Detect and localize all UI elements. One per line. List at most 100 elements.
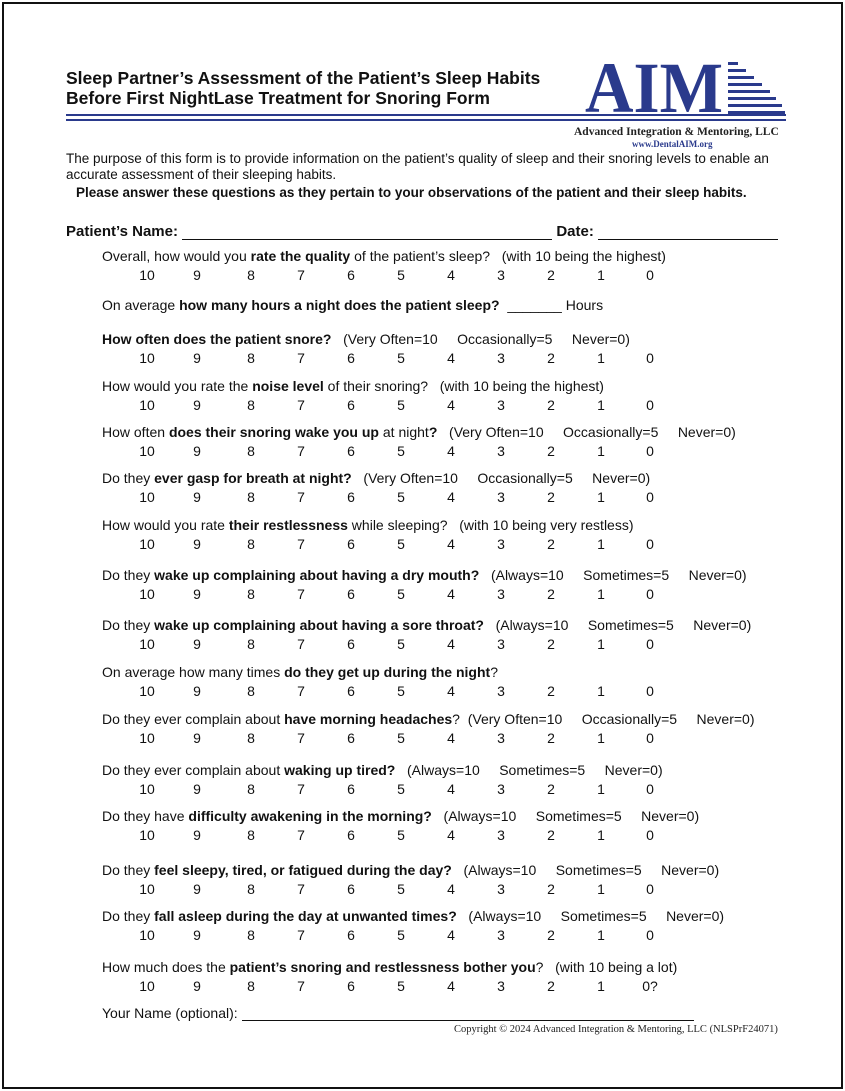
rating-option-8[interactable]: 8 <box>247 927 255 943</box>
rating-option-3[interactable]: 3 <box>497 489 505 505</box>
rating-option-7[interactable]: 7 <box>297 586 305 602</box>
rating-option-6[interactable]: 6 <box>347 267 355 283</box>
rating-option-5[interactable]: 5 <box>397 683 405 699</box>
rating-option-3[interactable]: 3 <box>497 636 505 652</box>
rating-option-10[interactable]: 10 <box>139 397 155 413</box>
rating-option-9[interactable]: 9 <box>193 397 201 413</box>
rating-option-3[interactable]: 3 <box>497 730 505 746</box>
rating-option-9[interactable]: 9 <box>193 827 201 843</box>
rating-option-10[interactable]: 10 <box>139 489 155 505</box>
rating-option-3[interactable]: 3 <box>497 927 505 943</box>
rating-option-9[interactable]: 9 <box>193 978 201 994</box>
rating-option-2[interactable]: 2 <box>547 350 555 366</box>
rating-option-10[interactable]: 10 <box>139 781 155 797</box>
rating-option-5[interactable]: 5 <box>397 636 405 652</box>
rating-option-8[interactable]: 8 <box>247 881 255 897</box>
rating-option-5[interactable]: 5 <box>397 350 405 366</box>
rating-option-8[interactable]: 8 <box>247 536 255 552</box>
rating-option-9[interactable]: 9 <box>193 636 201 652</box>
rating-option-10[interactable]: 10 <box>139 683 155 699</box>
rating-option-6[interactable]: 6 <box>347 827 355 843</box>
rating-option-4[interactable]: 4 <box>447 683 455 699</box>
rating-option-8[interactable]: 8 <box>247 443 255 459</box>
rating-option-8[interactable]: 8 <box>247 489 255 505</box>
rating-option-9[interactable]: 9 <box>193 730 201 746</box>
rating-option-10[interactable]: 10 <box>139 730 155 746</box>
rating-option-4[interactable]: 4 <box>447 978 455 994</box>
rating-option-7[interactable]: 7 <box>297 881 305 897</box>
rating-option-2[interactable]: 2 <box>547 827 555 843</box>
rating-option-1[interactable]: 1 <box>597 978 605 994</box>
rating-option-5[interactable]: 5 <box>397 881 405 897</box>
rating-option-7[interactable]: 7 <box>297 636 305 652</box>
rating-option-9[interactable]: 9 <box>193 443 201 459</box>
rating-option-10[interactable]: 10 <box>139 881 155 897</box>
rating-option-3[interactable]: 3 <box>497 350 505 366</box>
rating-option-4[interactable]: 4 <box>447 397 455 413</box>
rating-option-0[interactable]: 0 <box>646 267 654 283</box>
rating-option-7[interactable]: 7 <box>297 927 305 943</box>
rating-option-1[interactable]: 1 <box>597 267 605 283</box>
rating-option-2[interactable]: 2 <box>547 267 555 283</box>
rating-option-5[interactable]: 5 <box>397 586 405 602</box>
rating-option-4[interactable]: 4 <box>447 781 455 797</box>
rating-option-6[interactable]: 6 <box>347 443 355 459</box>
rating-option-5[interactable]: 5 <box>397 978 405 994</box>
rating-option-2[interactable]: 2 <box>547 730 555 746</box>
rating-option-4[interactable]: 4 <box>447 536 455 552</box>
rating-option-0[interactable]: 0 <box>646 827 654 843</box>
rating-option-5[interactable]: 5 <box>397 927 405 943</box>
rating-option-2[interactable]: 2 <box>547 927 555 943</box>
rating-option-3[interactable]: 3 <box>497 827 505 843</box>
rating-option-5[interactable]: 5 <box>397 827 405 843</box>
rating-option-4[interactable]: 4 <box>447 827 455 843</box>
rating-option-0[interactable]: 0 <box>646 489 654 505</box>
rating-option-6[interactable]: 6 <box>347 881 355 897</box>
rating-option-7[interactable]: 7 <box>297 397 305 413</box>
rating-option-4[interactable]: 4 <box>447 443 455 459</box>
rating-option-8[interactable]: 8 <box>247 350 255 366</box>
rating-option-10[interactable]: 10 <box>139 636 155 652</box>
rating-option-0[interactable]: 0 <box>646 586 654 602</box>
rating-option-2[interactable]: 2 <box>547 683 555 699</box>
rating-option-6[interactable]: 6 <box>347 586 355 602</box>
rating-option-7[interactable]: 7 <box>297 267 305 283</box>
rating-option-8[interactable]: 8 <box>247 730 255 746</box>
rating-option-3[interactable]: 3 <box>497 881 505 897</box>
rating-option-10[interactable]: 10 <box>139 350 155 366</box>
your-name-field[interactable] <box>241 1005 694 1021</box>
rating-option-1[interactable]: 1 <box>597 636 605 652</box>
rating-option-4[interactable]: 4 <box>447 636 455 652</box>
rating-option-6[interactable]: 6 <box>347 683 355 699</box>
rating-option-1[interactable]: 1 <box>597 730 605 746</box>
rating-option-9[interactable]: 9 <box>193 350 201 366</box>
rating-option-8[interactable]: 8 <box>247 827 255 843</box>
rating-option-0[interactable]: 0 <box>646 781 654 797</box>
rating-option-0[interactable]: 0 <box>646 350 654 366</box>
rating-option-6[interactable]: 6 <box>347 927 355 943</box>
rating-option-7[interactable]: 7 <box>297 443 305 459</box>
rating-option-2[interactable]: 2 <box>547 397 555 413</box>
rating-option-2[interactable]: 2 <box>547 489 555 505</box>
rating-option-1[interactable]: 1 <box>597 586 605 602</box>
rating-option-1[interactable]: 1 <box>597 881 605 897</box>
rating-option-9[interactable]: 9 <box>193 683 201 699</box>
rating-option-1[interactable]: 1 <box>597 927 605 943</box>
rating-option-0[interactable]: 0 <box>646 397 654 413</box>
rating-option-1[interactable]: 1 <box>597 350 605 366</box>
rating-option-2[interactable]: 2 <box>547 636 555 652</box>
rating-option-5[interactable]: 5 <box>397 267 405 283</box>
rating-option-0[interactable]: 0 <box>646 443 654 459</box>
rating-option-3[interactable]: 3 <box>497 978 505 994</box>
rating-option-3[interactable]: 3 <box>497 536 505 552</box>
rating-option-8[interactable]: 8 <box>247 636 255 652</box>
rating-option-4[interactable]: 4 <box>447 586 455 602</box>
rating-option-6[interactable]: 6 <box>347 536 355 552</box>
rating-option-3[interactable]: 3 <box>497 683 505 699</box>
rating-option-7[interactable]: 7 <box>297 730 305 746</box>
rating-option-1[interactable]: 1 <box>597 683 605 699</box>
rating-option-4[interactable]: 4 <box>447 489 455 505</box>
rating-option-9[interactable]: 9 <box>193 267 201 283</box>
rating-option-8[interactable]: 8 <box>247 978 255 994</box>
rating-option-6[interactable]: 6 <box>347 730 355 746</box>
